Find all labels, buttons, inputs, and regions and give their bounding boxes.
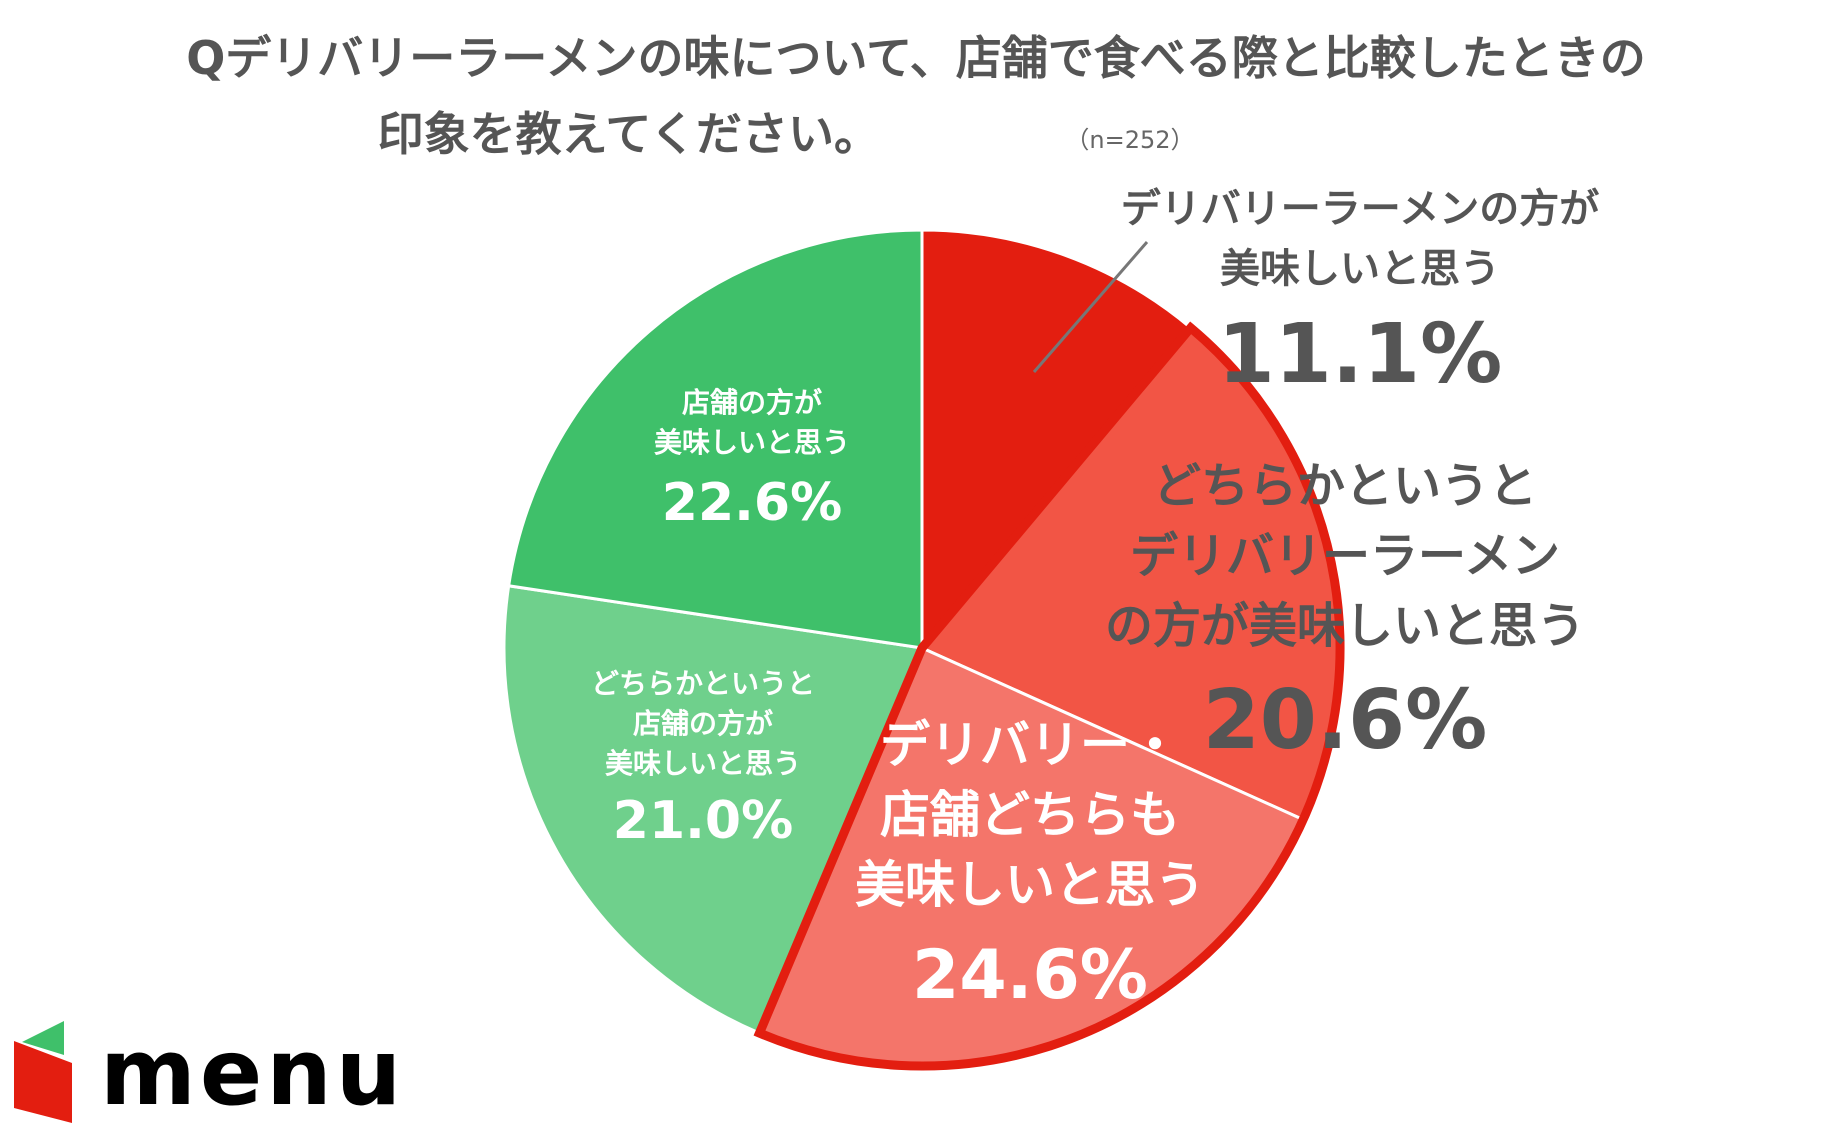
- pie-slice-22-6: [506, 228, 924, 650]
- slice-label-text: 美味しいと思う: [605, 747, 801, 780]
- slice-label-text: 店舗どちらも: [880, 786, 1180, 844]
- sample-size-note: （n=252）: [1065, 126, 1194, 154]
- logo-text: menu: [100, 1019, 405, 1123]
- slice-label-text: 美味しいと思う: [855, 856, 1205, 914]
- slice-value-label: 22.6%: [662, 473, 842, 533]
- slice-label-text: 美味しいと思う: [1220, 246, 1500, 292]
- logo-mark-green: [22, 1021, 64, 1055]
- slice-label-11-1: デリバリーラーメンの方が 美味しいと思う 11.1%: [1121, 186, 1599, 402]
- chart-title-line-2: 印象を教えてください。: [378, 107, 880, 161]
- pie-slice-11-1: [920, 228, 1193, 653]
- slice-label-text: どちらかというと: [591, 667, 815, 700]
- slice-label-text: デリバリーラーメン: [1130, 528, 1560, 584]
- slice-value-label: 21.0%: [613, 791, 793, 851]
- chart-title-line-2-group: 印象を教えてください。 （n=252）: [378, 107, 1195, 161]
- slice-label-text: どちらかというと: [1153, 458, 1537, 514]
- chart-title-line-1: Qデリバリーラーメンの味について、店舗で食べる際と比較したときの: [186, 31, 1646, 85]
- highlight-outline: [753, 321, 1345, 1071]
- slice-label-text: 美味しいと思う: [654, 426, 850, 459]
- slice-label-22-6: 店舗の方が 美味しいと思う 22.6%: [654, 386, 850, 533]
- logo-mark-red: [14, 1041, 72, 1123]
- slice-label-text: デリバリー・: [880, 716, 1180, 774]
- menu-logo: menu: [14, 1019, 405, 1123]
- pie-slice-21-0: [502, 584, 925, 1036]
- slice-label-text: の方が美味しいと思う: [1105, 598, 1585, 654]
- slice-value-label: 24.6%: [912, 936, 1148, 1015]
- slice-value-label: 20.6%: [1203, 673, 1487, 768]
- pie-slices: [502, 228, 1342, 1068]
- slice-value-label: 11.1%: [1218, 307, 1502, 402]
- slice-label-text: 店舗の方が: [633, 707, 773, 740]
- slice-label-text: 店舗の方が: [682, 386, 822, 419]
- slice-label-20-6: どちらかというと デリバリーラーメン の方が美味しいと思う 20.6%: [1105, 458, 1585, 768]
- slice-label-24-6: デリバリー・ 店舗どちらも 美味しいと思う 24.6%: [855, 716, 1205, 1015]
- slice-label-21-0: どちらかというと 店舗の方が 美味しいと思う 21.0%: [591, 667, 815, 851]
- leader-line: [1032, 241, 1149, 373]
- slice-label-text: デリバリーラーメンの方が: [1121, 186, 1599, 232]
